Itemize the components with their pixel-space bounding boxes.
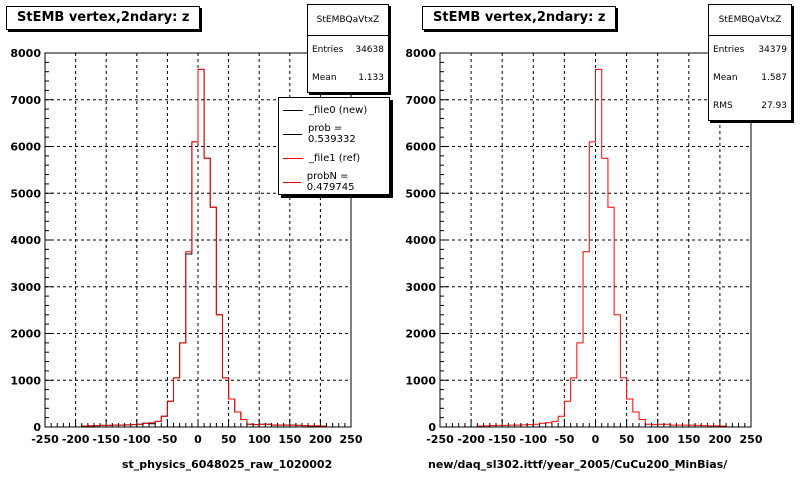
legend-swatch-probN (283, 181, 301, 183)
legend-entry-probN: probN = 0.479745 (279, 170, 389, 194)
right-stats-mean-value: 1.587 (761, 73, 787, 83)
right-y-tick-label: 1000 (405, 374, 436, 387)
left-x-tick-label: -50 (157, 433, 177, 446)
left-y-tick-label: 0 (33, 421, 41, 434)
right-x-tick-label: -150 (488, 433, 516, 446)
left-x-tick-label: -100 (123, 433, 151, 446)
left-stats-entries: Entries 34638 (308, 36, 388, 64)
left-y-tick-label: 1000 (10, 374, 41, 387)
left-stats-box: StEMBQaVtxZ Entries 34638 Mean 1.133 (307, 4, 389, 93)
right-y-tick-label: 0 (428, 421, 436, 434)
right-x-tick-label: -100 (520, 433, 548, 446)
legend-swatch-file0 (283, 109, 303, 111)
legend-label-probN: probN = 0.479745 (306, 171, 355, 193)
legend-label-file0: _file0 (new) (309, 104, 368, 116)
left-y-tick-label: 4000 (10, 234, 41, 247)
left-x-tick-label: 50 (221, 433, 237, 446)
left-x-tick-label: 150 (278, 433, 301, 446)
right-y-tick-label: 6000 (405, 141, 436, 154)
right-y-tick-label: 2000 (405, 328, 436, 341)
left-stats-mean-value: 1.133 (358, 73, 384, 83)
right-stats-entries: Entries 34379 (709, 36, 791, 64)
left-x-axis-label: st_physics_6048025_raw_1020002 (122, 458, 333, 471)
left-y-tick-label: 6000 (10, 141, 41, 154)
right-x-tick-label: 50 (619, 433, 635, 446)
right-y-tick-label: 4000 (405, 234, 436, 247)
right-stats-rms: RMS 27.93 (709, 92, 791, 120)
left-histogram-panel: -250 -200 -150 -100 -50 0 50 100 150 200 250 0 1000 2… (0, 0, 400, 480)
right-histogram-plot: -250 -200 -150 -100 -50 0 50 100 150 200 250 0 1000 2… (405, 47, 763, 446)
right-y-tick-label: 5000 (405, 187, 436, 200)
right-x-tick-label: 200 (708, 433, 731, 446)
legend-entry-file1: _file1 (ref) (279, 146, 389, 170)
left-x-tick-label: -250 (31, 433, 59, 446)
right-chart-title: StEMB vertex,2ndary: z (422, 6, 617, 30)
left-y-tick-label: 7000 (10, 94, 41, 107)
left-x-tick-label: 100 (248, 433, 271, 446)
left-chart-title: StEMB vertex,2ndary: z (6, 6, 201, 30)
right-stats-rms-value: 27.93 (761, 101, 787, 111)
left-y-tick-label: 5000 (10, 187, 41, 200)
right-x-tick-label: -50 (554, 433, 574, 446)
legend-label-file1: _file1 (ref) (309, 152, 361, 164)
left-y-tick-label: 3000 (10, 281, 41, 294)
right-stats-entries-value: 34379 (758, 45, 787, 55)
right-x-tick-label: -250 (426, 433, 454, 446)
left-stats-mean: Mean 1.133 (308, 64, 388, 92)
right-stats-mean: Mean 1.587 (709, 64, 791, 92)
right-stats-rms-label: RMS (713, 101, 733, 111)
right-x-tick-label: -200 (457, 433, 485, 446)
left-y-tick-label: 8000 (10, 47, 41, 60)
right-x-tick-label: 0 (592, 433, 600, 446)
right-y-tick-label: 7000 (405, 94, 436, 107)
legend-entry-prob: prob = 0.539332 (279, 122, 389, 146)
legend-swatch-prob (283, 133, 303, 135)
legend-box: _file0 (new) prob = 0.539332 _file1 (ref… (278, 97, 390, 195)
left-x-tick-label: 250 (340, 433, 363, 446)
right-x-tick-label: 100 (646, 433, 669, 446)
right-stats-entries-label: Entries (713, 45, 745, 55)
right-stats-mean-label: Mean (713, 73, 738, 83)
left-x-tick-label: -200 (62, 433, 90, 446)
left-stats-mean-label: Mean (312, 73, 337, 83)
left-x-tick-label: 0 (194, 433, 202, 446)
right-stats-name: StEMBQaVtxZ (709, 5, 791, 36)
left-y-tick-label: 2000 (10, 328, 41, 341)
left-stats-entries-label: Entries (312, 45, 344, 55)
left-x-tick-label: -150 (92, 433, 120, 446)
left-x-tick-label: 200 (309, 433, 332, 446)
right-x-axis-label: new/daq_sl302.ittf/year_2005/CuCu200_Min… (428, 458, 728, 471)
left-stats-entries-value: 34638 (355, 45, 384, 55)
right-stats-box: StEMBQaVtxZ Entries 34379 Mean 1.587 RMS… (708, 4, 792, 121)
left-stats-name: StEMBQaVtxZ (308, 5, 388, 36)
legend-label-prob: prob = 0.539332 (308, 123, 356, 145)
right-x-tick-label: 150 (677, 433, 700, 446)
right-y-tick-label: 8000 (405, 47, 436, 60)
right-histogram-panel: -250 -200 -150 -100 -50 0 50 100 150 200 250 0 1000 2… (400, 0, 800, 480)
right-x-tick-label: 250 (740, 433, 763, 446)
right-y-tick-label: 3000 (405, 281, 436, 294)
legend-swatch-file1 (283, 157, 303, 159)
legend-entry-file0: _file0 (new) (279, 98, 389, 122)
